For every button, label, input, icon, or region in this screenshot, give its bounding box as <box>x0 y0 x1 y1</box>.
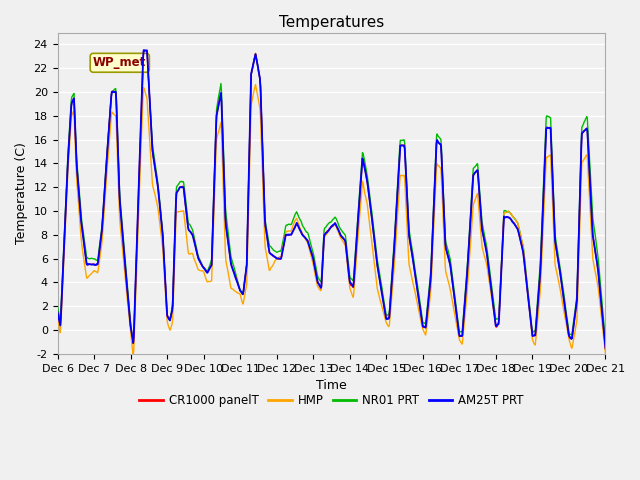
HMP <box>129 352 137 358</box>
AM25T PRT <box>492 318 499 324</box>
Title: Temperatures: Temperatures <box>279 15 384 30</box>
Line: AM25T PRT: AM25T PRT <box>58 50 605 348</box>
HMP <box>482 259 490 264</box>
Line: CR1000 panelT: CR1000 panelT <box>58 50 605 349</box>
HMP <box>296 225 304 231</box>
CR1000 panelT <box>602 346 609 352</box>
NR01 PRT <box>54 303 61 309</box>
NR01 PRT <box>252 51 259 57</box>
AM25T PRT <box>296 226 303 232</box>
CR1000 panelT <box>492 318 499 324</box>
Y-axis label: Temperature (C): Temperature (C) <box>15 142 28 244</box>
HMP <box>431 201 438 206</box>
Legend: CR1000 panelT, HMP, NR01 PRT, AM25T PRT: CR1000 panelT, HMP, NR01 PRT, AM25T PRT <box>134 390 529 412</box>
NR01 PRT <box>602 339 609 345</box>
NR01 PRT <box>276 249 284 254</box>
NR01 PRT <box>296 216 304 222</box>
NR01 PRT <box>482 240 490 245</box>
AM25T PRT <box>481 242 489 248</box>
CR1000 panelT <box>296 226 303 232</box>
CR1000 panelT <box>109 88 117 94</box>
HMP <box>252 82 259 87</box>
CR1000 panelT <box>140 48 148 53</box>
AM25T PRT <box>109 89 117 95</box>
NR01 PRT <box>109 87 117 93</box>
HMP <box>492 323 500 328</box>
HMP <box>54 315 61 321</box>
CR1000 panelT <box>481 242 489 248</box>
Line: NR01 PRT: NR01 PRT <box>58 54 605 344</box>
HMP <box>602 350 609 356</box>
AM25T PRT <box>276 256 284 262</box>
NR01 PRT <box>129 341 137 347</box>
X-axis label: Time: Time <box>316 379 347 392</box>
CR1000 panelT <box>276 256 284 262</box>
NR01 PRT <box>431 173 438 179</box>
HMP <box>276 254 284 260</box>
CR1000 panelT <box>54 309 61 315</box>
Line: HMP: HMP <box>58 84 605 355</box>
CR1000 panelT <box>431 192 438 197</box>
HMP <box>109 111 117 117</box>
Text: WP_met: WP_met <box>93 56 147 69</box>
AM25T PRT <box>140 48 147 53</box>
NR01 PRT <box>492 316 500 322</box>
AM25T PRT <box>431 192 438 198</box>
AM25T PRT <box>54 309 61 315</box>
AM25T PRT <box>602 345 609 351</box>
